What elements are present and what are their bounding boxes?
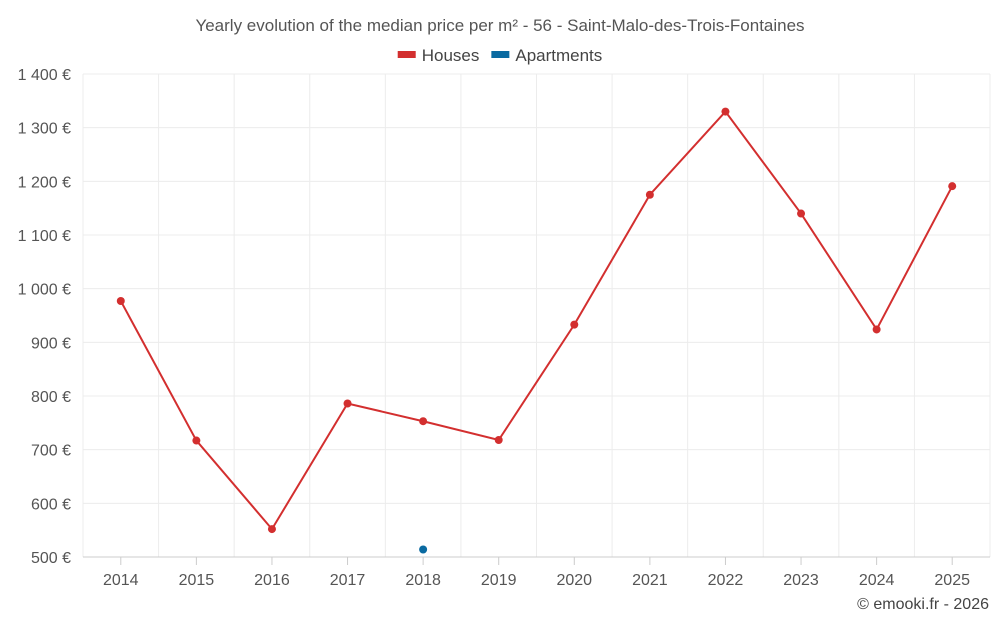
data-point-houses[interactable]: [494, 436, 503, 445]
x-tick-label: 2025: [934, 572, 970, 589]
chart-title: Yearly evolution of the median price per…: [195, 16, 804, 35]
y-axis-labels: 500 € 600 € 700 € 800 € 900 € 1 000 € 1 100 € 1…: [18, 67, 71, 567]
x-tick-label: 2015: [179, 572, 215, 589]
data-point-houses[interactable]: [343, 399, 352, 408]
legend-item-houses[interactable]: Houses: [397, 46, 480, 65]
legend-swatch: [397, 51, 416, 58]
x-tick-label: 2018: [405, 572, 441, 589]
x-axis-labels: 2014 2015 2016 2017 2018 2019 2020 2021 2022 2023…: [103, 557, 970, 589]
x-tick-label: 2021: [632, 572, 668, 589]
y-tick-label: 500 €: [31, 550, 71, 567]
x-tick-label: 2016: [254, 572, 290, 589]
legend-label: Houses: [422, 46, 480, 65]
series-line-houses: [119, 109, 954, 531]
y-tick-label: 1 100 €: [18, 228, 71, 245]
x-tick-label: 2019: [481, 572, 517, 589]
credit-text: © emooki.fr - 2026: [857, 596, 989, 613]
x-tick-label: 2014: [103, 572, 139, 589]
y-tick-label: 600 €: [31, 496, 71, 513]
series-apartments: [419, 545, 428, 554]
legend-label: Apartments: [515, 46, 602, 65]
legend: Houses Apartments: [397, 46, 602, 65]
data-point-houses[interactable]: [267, 525, 276, 534]
series-layer: [116, 107, 957, 554]
data-point-houses[interactable]: [192, 436, 201, 445]
data-point-houses[interactable]: [116, 297, 125, 306]
x-tick-label: 2017: [330, 572, 366, 589]
data-point-houses[interactable]: [948, 182, 957, 191]
y-tick-label: 700 €: [31, 443, 71, 460]
data-point-houses[interactable]: [721, 107, 730, 116]
data-point-apartments[interactable]: [419, 545, 428, 554]
y-tick-label: 1 200 €: [18, 174, 71, 191]
x-gridlines: [82, 74, 991, 557]
data-point-houses[interactable]: [797, 209, 806, 218]
legend-swatch: [491, 51, 510, 58]
legend-item-apartments[interactable]: Apartments: [491, 46, 602, 65]
data-point-houses[interactable]: [872, 325, 881, 334]
y-gridlines: [83, 73, 990, 504]
series-houses: [116, 107, 957, 534]
x-tick-label: 2022: [708, 572, 744, 589]
y-tick-label: 900 €: [31, 335, 71, 352]
data-point-houses[interactable]: [419, 417, 428, 426]
data-point-houses[interactable]: [645, 190, 654, 199]
x-tick-label: 2020: [556, 572, 592, 589]
x-tick-label: 2023: [783, 572, 819, 589]
x-tick-label: 2024: [859, 572, 895, 589]
y-tick-label: 800 €: [31, 389, 71, 406]
y-tick-label: 1 400 €: [18, 67, 71, 84]
y-tick-label: 1 300 €: [18, 121, 71, 138]
y-tick-label: 1 000 €: [18, 282, 71, 299]
data-point-houses[interactable]: [570, 320, 579, 329]
